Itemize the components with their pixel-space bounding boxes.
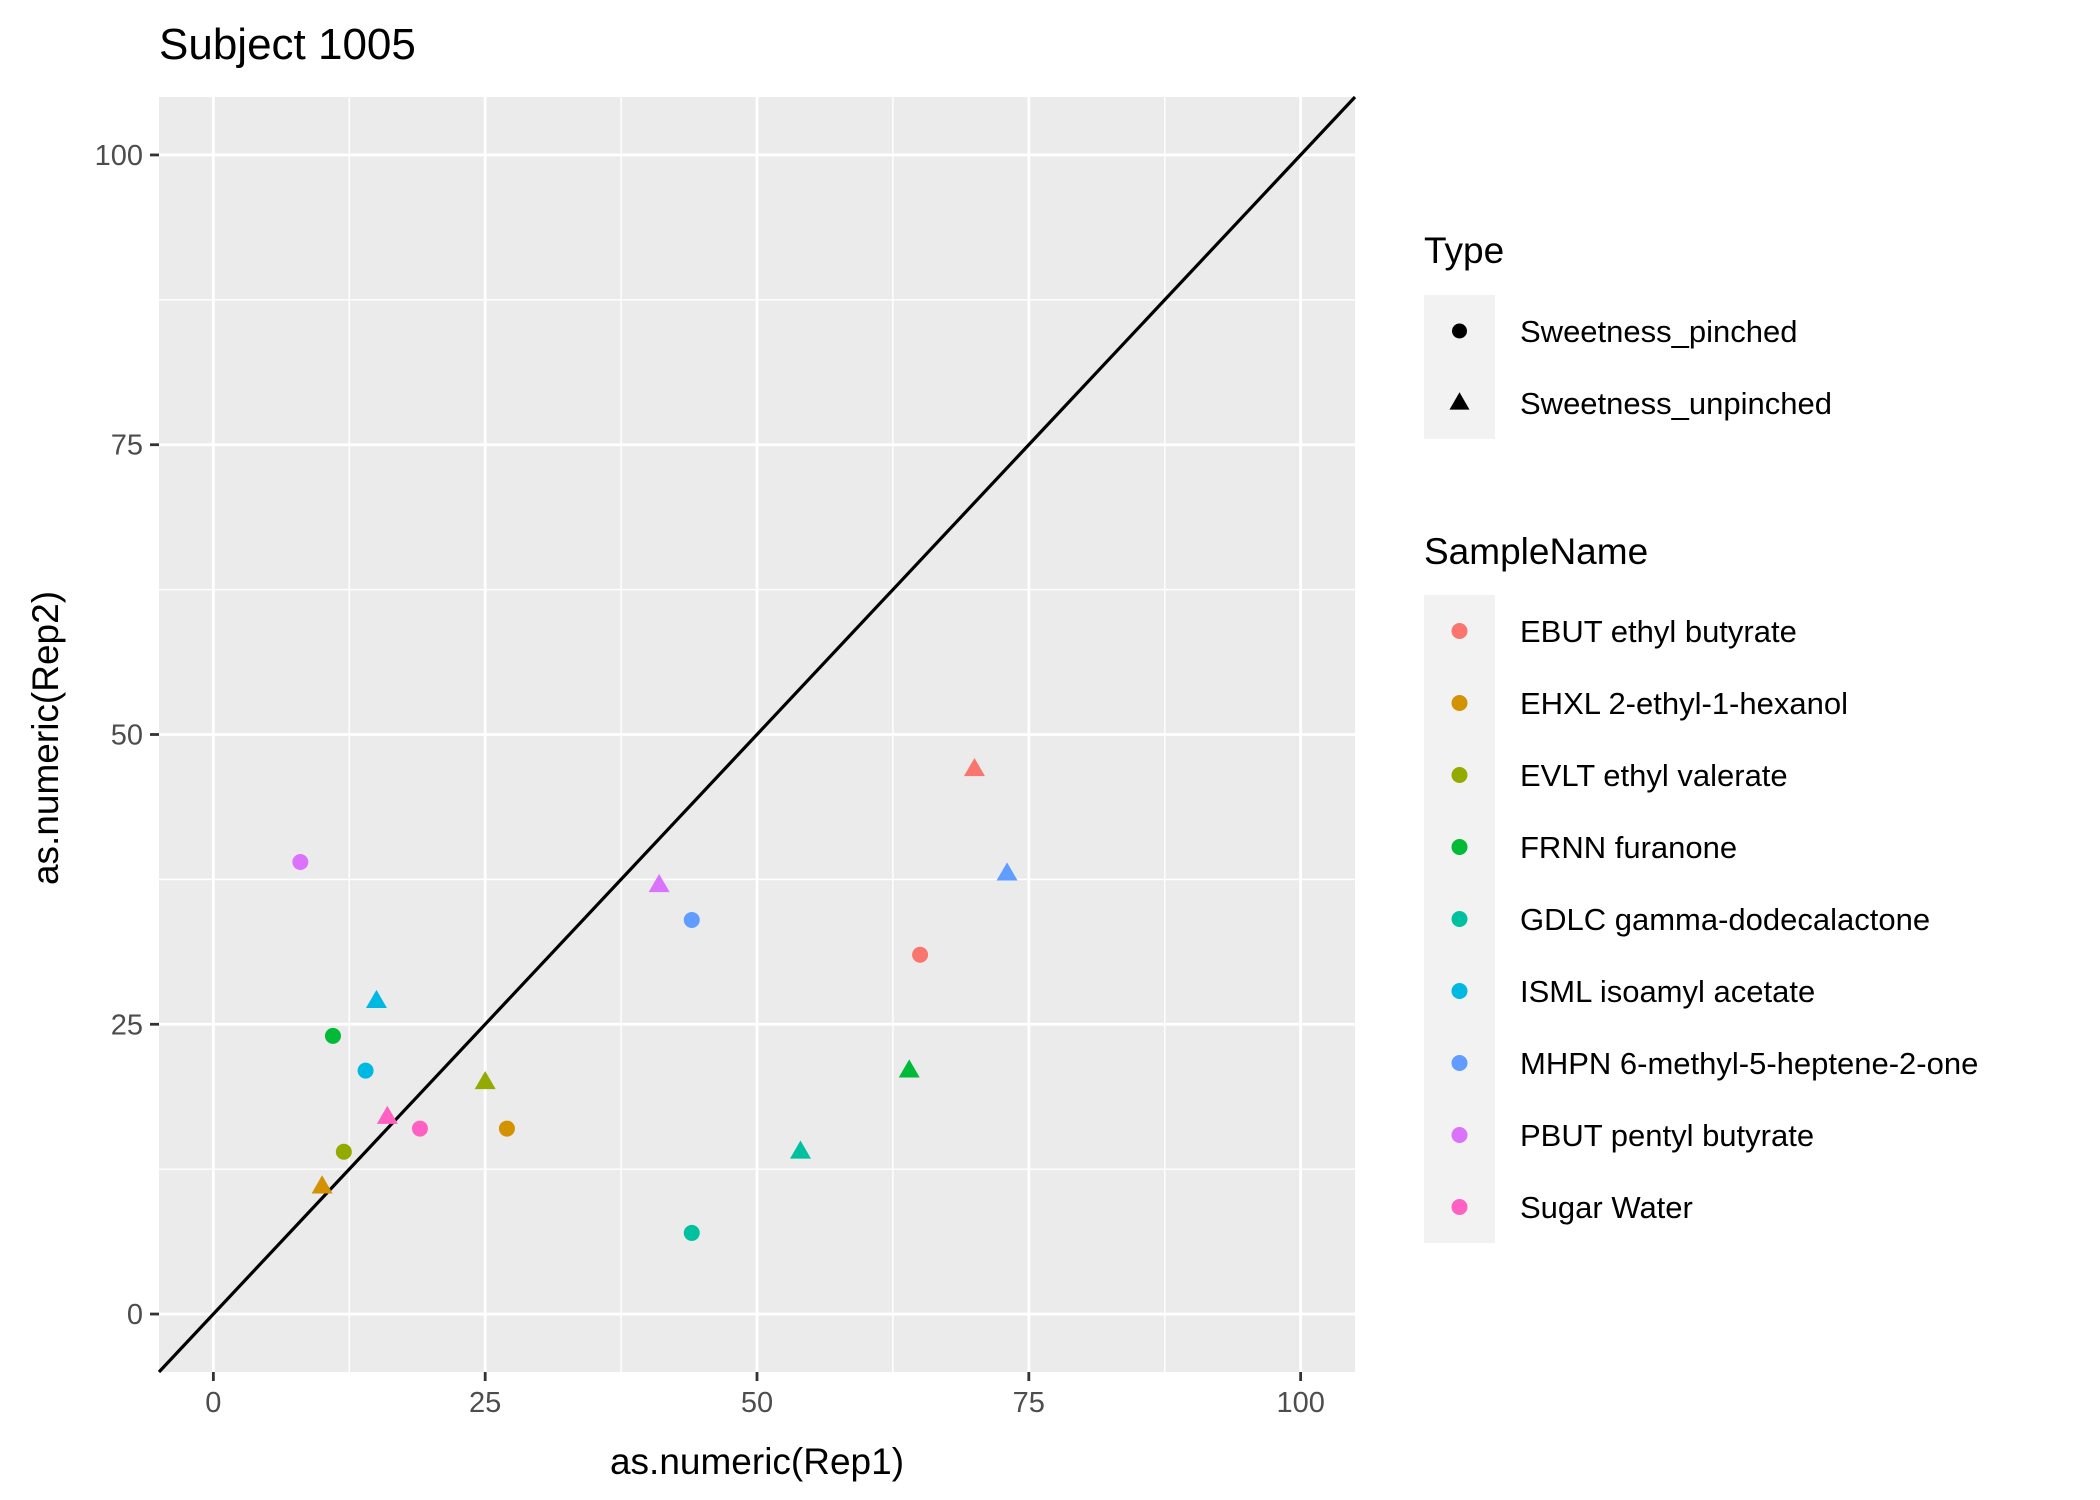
- x-tick-label: 0: [205, 1387, 221, 1419]
- legend-type-label: Sweetness_unpinched: [1520, 386, 1832, 421]
- plot-panel: [157, 95, 1357, 1374]
- reference-line-identity: [157, 95, 1357, 1374]
- data-point-triangle: [789, 1140, 811, 1159]
- data-point-triangle: [365, 989, 387, 1009]
- legend-circle-icon: [1452, 323, 1467, 339]
- y-axis: 0 25 50 75 100: [95, 140, 159, 1331]
- legend-sample-label: FRNN furanone: [1520, 830, 1737, 865]
- legend-sample-label: GDLC gamma-dodecalactone: [1520, 902, 1930, 937]
- legend-triangle-icon: [1449, 392, 1470, 410]
- legend-sample-label: ISML isoamyl acetate: [1520, 974, 1815, 1009]
- legend-color-swatch: [1451, 767, 1468, 783]
- legend-color-swatch: [1451, 911, 1468, 927]
- chart-title: Subject 1005: [159, 20, 416, 69]
- legend-sample-label: MHPN 6-methyl-5-heptene-2-one: [1520, 1046, 1978, 1081]
- data-point-circle: [683, 1224, 700, 1241]
- legend-color-swatch: [1451, 839, 1468, 855]
- y-tick-label: 100: [95, 140, 143, 172]
- legend-color-swatch: [1451, 1055, 1468, 1071]
- data-point-circle: [324, 1027, 341, 1044]
- legend-sample-label: EVLT ethyl valerate: [1520, 758, 1788, 793]
- legend-color-swatch: [1451, 695, 1468, 711]
- x-tick-label: 25: [469, 1387, 501, 1419]
- data-point-circle: [335, 1143, 352, 1160]
- legend-color-swatch: [1451, 1127, 1468, 1143]
- legend-type-title: Type: [1424, 230, 1504, 271]
- x-tick-label: 50: [741, 1387, 773, 1419]
- y-tick-label: 0: [127, 1299, 143, 1331]
- data-point-triangle: [963, 757, 985, 777]
- data-point-triangle: [474, 1070, 496, 1090]
- legend-sample-label: EHXL 2-ethyl-1-hexanol: [1520, 686, 1848, 721]
- data-point-triangle: [648, 873, 670, 893]
- data-point-triangle: [996, 862, 1018, 881]
- legend-color-swatch: [1451, 623, 1468, 639]
- legend-sample-label: EBUT ethyl butyrate: [1520, 614, 1797, 649]
- data-point-circle: [683, 911, 700, 928]
- legend-sample-label: PBUT pentyl butyrate: [1520, 1118, 1814, 1153]
- y-tick-label: 50: [111, 720, 143, 752]
- data-point-circle: [912, 946, 929, 963]
- x-tick-label: 75: [1013, 1387, 1045, 1419]
- legend-type-label: Sweetness_pinched: [1520, 314, 1797, 349]
- data-point-circle: [498, 1120, 515, 1137]
- x-tick-label: 100: [1276, 1387, 1324, 1419]
- legend-color-swatch: [1451, 983, 1468, 999]
- legend-sample-label: Sugar Water: [1520, 1190, 1693, 1225]
- y-tick-label: 75: [111, 430, 143, 462]
- y-axis-title: as.numeric(Rep2): [25, 591, 66, 885]
- x-axis: 0 25 50 75 100: [205, 1372, 1325, 1419]
- data-point-triangle: [311, 1175, 333, 1194]
- x-axis-title: as.numeric(Rep1): [610, 1441, 904, 1482]
- legend-type: Type Sweetness_pinched Sweetness_unpinche…: [1424, 230, 1832, 439]
- legend-sample-title: SampleName: [1424, 531, 1648, 572]
- legend-type-key-background: [1424, 295, 1495, 439]
- legend-sample: SampleName EBUT ethyl butyrate EHXL 2-eth…: [1424, 531, 1978, 1243]
- data-point-triangle: [376, 1105, 398, 1124]
- y-tick-label: 25: [111, 1009, 143, 1041]
- data-point-circle: [292, 854, 309, 870]
- data-point-circle: [357, 1062, 374, 1079]
- data-point-circle: [411, 1120, 428, 1137]
- legend-color-swatch: [1451, 1199, 1468, 1215]
- data-point-triangle: [898, 1059, 920, 1078]
